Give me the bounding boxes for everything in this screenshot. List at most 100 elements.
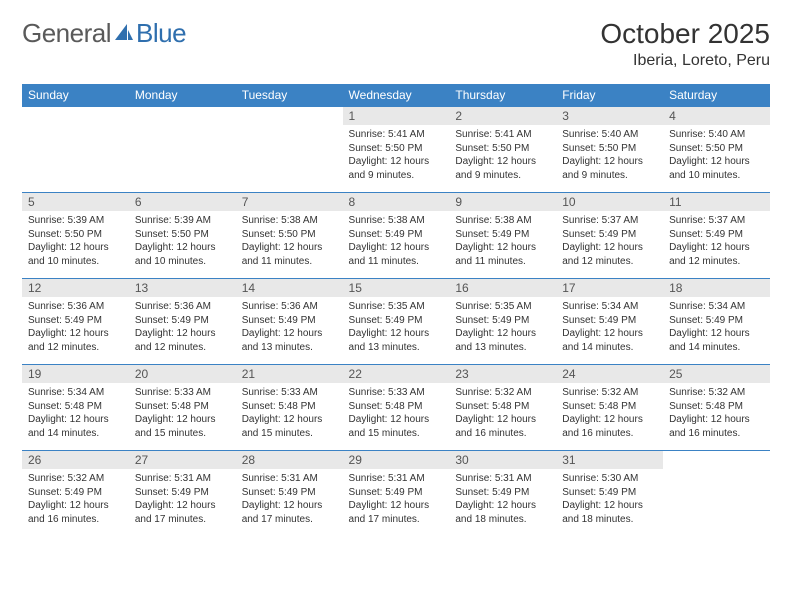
weekday-header: Wednesday <box>343 84 450 107</box>
calendar-week-row: 26Sunrise: 5:32 AMSunset: 5:49 PMDayligh… <box>22 451 770 537</box>
day-details: Sunrise: 5:34 AMSunset: 5:48 PMDaylight:… <box>22 383 129 444</box>
calendar-day-cell: 14Sunrise: 5:36 AMSunset: 5:49 PMDayligh… <box>236 279 343 365</box>
weekday-header: Tuesday <box>236 84 343 107</box>
calendar-day-cell: 12Sunrise: 5:36 AMSunset: 5:49 PMDayligh… <box>22 279 129 365</box>
day-details: Sunrise: 5:34 AMSunset: 5:49 PMDaylight:… <box>663 297 770 358</box>
day-details: Sunrise: 5:30 AMSunset: 5:49 PMDaylight:… <box>556 469 663 530</box>
calendar-day-cell: 30Sunrise: 5:31 AMSunset: 5:49 PMDayligh… <box>449 451 556 537</box>
weekday-header: Thursday <box>449 84 556 107</box>
day-number: 2 <box>449 107 556 125</box>
calendar-day-cell: 29Sunrise: 5:31 AMSunset: 5:49 PMDayligh… <box>343 451 450 537</box>
day-details: Sunrise: 5:36 AMSunset: 5:49 PMDaylight:… <box>236 297 343 358</box>
calendar-week-row: 5Sunrise: 5:39 AMSunset: 5:50 PMDaylight… <box>22 193 770 279</box>
calendar-day-cell <box>236 107 343 193</box>
day-details: Sunrise: 5:34 AMSunset: 5:49 PMDaylight:… <box>556 297 663 358</box>
day-number: 7 <box>236 193 343 211</box>
logo: General Blue <box>22 18 186 49</box>
calendar-day-cell <box>22 107 129 193</box>
calendar-table: Sunday Monday Tuesday Wednesday Thursday… <box>22 84 770 537</box>
calendar-day-cell <box>663 451 770 537</box>
day-number: 28 <box>236 451 343 469</box>
day-details: Sunrise: 5:31 AMSunset: 5:49 PMDaylight:… <box>129 469 236 530</box>
day-details: Sunrise: 5:31 AMSunset: 5:49 PMDaylight:… <box>343 469 450 530</box>
day-details: Sunrise: 5:38 AMSunset: 5:49 PMDaylight:… <box>343 211 450 272</box>
day-details: Sunrise: 5:38 AMSunset: 5:49 PMDaylight:… <box>449 211 556 272</box>
day-details: Sunrise: 5:39 AMSunset: 5:50 PMDaylight:… <box>22 211 129 272</box>
calendar-day-cell: 25Sunrise: 5:32 AMSunset: 5:48 PMDayligh… <box>663 365 770 451</box>
calendar-day-cell: 26Sunrise: 5:32 AMSunset: 5:49 PMDayligh… <box>22 451 129 537</box>
day-number: 14 <box>236 279 343 297</box>
day-number: 5 <box>22 193 129 211</box>
calendar-day-cell: 19Sunrise: 5:34 AMSunset: 5:48 PMDayligh… <box>22 365 129 451</box>
day-number: 23 <box>449 365 556 383</box>
title-block: October 2025 Iberia, Loreto, Peru <box>600 18 770 70</box>
day-details: Sunrise: 5:32 AMSunset: 5:48 PMDaylight:… <box>663 383 770 444</box>
day-details: Sunrise: 5:37 AMSunset: 5:49 PMDaylight:… <box>556 211 663 272</box>
day-number <box>236 107 343 111</box>
location-text: Iberia, Loreto, Peru <box>600 52 770 70</box>
weekday-header: Monday <box>129 84 236 107</box>
day-number: 3 <box>556 107 663 125</box>
day-number: 13 <box>129 279 236 297</box>
calendar-day-cell: 1Sunrise: 5:41 AMSunset: 5:50 PMDaylight… <box>343 107 450 193</box>
day-number: 4 <box>663 107 770 125</box>
day-number: 20 <box>129 365 236 383</box>
day-number: 21 <box>236 365 343 383</box>
calendar-day-cell <box>129 107 236 193</box>
calendar-day-cell: 16Sunrise: 5:35 AMSunset: 5:49 PMDayligh… <box>449 279 556 365</box>
day-number: 26 <box>22 451 129 469</box>
calendar-day-cell: 18Sunrise: 5:34 AMSunset: 5:49 PMDayligh… <box>663 279 770 365</box>
day-details: Sunrise: 5:40 AMSunset: 5:50 PMDaylight:… <box>663 125 770 186</box>
logo-text-2: Blue <box>136 18 186 49</box>
day-details: Sunrise: 5:37 AMSunset: 5:49 PMDaylight:… <box>663 211 770 272</box>
day-details: Sunrise: 5:39 AMSunset: 5:50 PMDaylight:… <box>129 211 236 272</box>
day-number: 16 <box>449 279 556 297</box>
day-details: Sunrise: 5:40 AMSunset: 5:50 PMDaylight:… <box>556 125 663 186</box>
day-number: 8 <box>343 193 450 211</box>
calendar-day-cell: 2Sunrise: 5:41 AMSunset: 5:50 PMDaylight… <box>449 107 556 193</box>
day-details: Sunrise: 5:38 AMSunset: 5:50 PMDaylight:… <box>236 211 343 272</box>
weekday-header: Friday <box>556 84 663 107</box>
calendar-day-cell: 23Sunrise: 5:32 AMSunset: 5:48 PMDayligh… <box>449 365 556 451</box>
calendar-day-cell: 8Sunrise: 5:38 AMSunset: 5:49 PMDaylight… <box>343 193 450 279</box>
calendar-day-cell: 17Sunrise: 5:34 AMSunset: 5:49 PMDayligh… <box>556 279 663 365</box>
day-number: 18 <box>663 279 770 297</box>
weekday-header-row: Sunday Monday Tuesday Wednesday Thursday… <box>22 84 770 107</box>
day-number: 29 <box>343 451 450 469</box>
calendar-day-cell: 13Sunrise: 5:36 AMSunset: 5:49 PMDayligh… <box>129 279 236 365</box>
day-number <box>663 451 770 455</box>
day-number: 31 <box>556 451 663 469</box>
day-number: 9 <box>449 193 556 211</box>
day-details: Sunrise: 5:41 AMSunset: 5:50 PMDaylight:… <box>343 125 450 186</box>
day-number: 11 <box>663 193 770 211</box>
calendar-day-cell: 10Sunrise: 5:37 AMSunset: 5:49 PMDayligh… <box>556 193 663 279</box>
calendar-day-cell: 11Sunrise: 5:37 AMSunset: 5:49 PMDayligh… <box>663 193 770 279</box>
calendar-day-cell: 4Sunrise: 5:40 AMSunset: 5:50 PMDaylight… <box>663 107 770 193</box>
day-details: Sunrise: 5:35 AMSunset: 5:49 PMDaylight:… <box>343 297 450 358</box>
day-number: 1 <box>343 107 450 125</box>
calendar-day-cell: 21Sunrise: 5:33 AMSunset: 5:48 PMDayligh… <box>236 365 343 451</box>
day-details: Sunrise: 5:33 AMSunset: 5:48 PMDaylight:… <box>236 383 343 444</box>
calendar-week-row: 1Sunrise: 5:41 AMSunset: 5:50 PMDaylight… <box>22 107 770 193</box>
day-number <box>129 107 236 111</box>
calendar-day-cell: 31Sunrise: 5:30 AMSunset: 5:49 PMDayligh… <box>556 451 663 537</box>
day-number: 19 <box>22 365 129 383</box>
day-details: Sunrise: 5:32 AMSunset: 5:49 PMDaylight:… <box>22 469 129 530</box>
day-details: Sunrise: 5:31 AMSunset: 5:49 PMDaylight:… <box>236 469 343 530</box>
calendar-day-cell: 20Sunrise: 5:33 AMSunset: 5:48 PMDayligh… <box>129 365 236 451</box>
day-details: Sunrise: 5:31 AMSunset: 5:49 PMDaylight:… <box>449 469 556 530</box>
calendar-week-row: 12Sunrise: 5:36 AMSunset: 5:49 PMDayligh… <box>22 279 770 365</box>
day-number: 30 <box>449 451 556 469</box>
day-details: Sunrise: 5:36 AMSunset: 5:49 PMDaylight:… <box>129 297 236 358</box>
day-number: 12 <box>22 279 129 297</box>
day-number: 17 <box>556 279 663 297</box>
day-details: Sunrise: 5:32 AMSunset: 5:48 PMDaylight:… <box>449 383 556 444</box>
day-number: 6 <box>129 193 236 211</box>
day-details: Sunrise: 5:41 AMSunset: 5:50 PMDaylight:… <box>449 125 556 186</box>
day-number: 27 <box>129 451 236 469</box>
weekday-header: Saturday <box>663 84 770 107</box>
page-header: General Blue October 2025 Iberia, Loreto… <box>22 18 770 70</box>
calendar-day-cell: 28Sunrise: 5:31 AMSunset: 5:49 PMDayligh… <box>236 451 343 537</box>
day-number: 24 <box>556 365 663 383</box>
calendar-day-cell: 9Sunrise: 5:38 AMSunset: 5:49 PMDaylight… <box>449 193 556 279</box>
